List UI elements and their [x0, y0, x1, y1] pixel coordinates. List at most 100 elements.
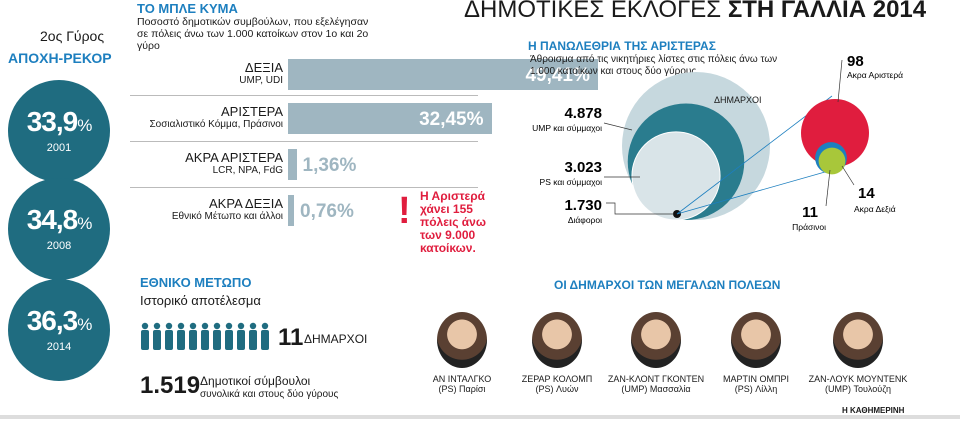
page-title: ΔΗΜΟΤΙΚΕΣ ΕΚΛΟΓΕΣ ΣΤΗ ΓΑΛΛΙΑ 2014	[464, 0, 926, 24]
bubble-label: UMP και σύμμαχοι	[532, 123, 602, 133]
mayors-count: 11	[278, 324, 304, 351]
mayor-party: (PS) Λυών	[535, 384, 579, 394]
person-icon	[261, 322, 269, 350]
turnout-circle-2008: 34,8% 2008	[8, 178, 110, 280]
mayors-group-label: ΔΗΜΑΡΧΟΙ	[714, 95, 762, 105]
wave-bar-category: ΑΡΙΣΤΕΡΑ	[221, 104, 283, 119]
person-icon	[177, 322, 185, 350]
wave-bar-label: ΑΚΡΑ ΑΡΙΣΤΕΡΑ LCR, NPA, FdG	[83, 150, 283, 176]
mayor-card: ΖΑΝ-ΚΛΟΝΤ ΓΚΟΝΤΕΝ (UMP) Μασσαλία	[601, 312, 711, 394]
turnout-circle-2001: 33,9% 2001	[8, 80, 110, 182]
source-label: Η ΚΑΘΗΜΕΡΙΝΗ	[842, 406, 905, 415]
person-icon	[201, 322, 209, 350]
wave-bar-category: ΑΚΡΑ ΔΕΞΙΑ	[209, 196, 283, 211]
people-icons	[141, 322, 269, 350]
cities-title: ΟΙ ΔΗΜΑΡΧΟΙ ΤΩΝ ΜΕΓΑΛΩΝ ΠΟΛΕΩΝ	[554, 278, 781, 292]
person-icon	[237, 322, 245, 350]
mayor-party: (PS) Λίλλη	[734, 384, 778, 394]
wave-description: Ποσοστό δημοτικών συμβούλων, που εξελέγη…	[137, 16, 369, 52]
turnout-value: 33,9	[26, 106, 78, 137]
turnout-circle-2014: 36,3% 2014	[8, 279, 110, 381]
mayor-name: ΑΝ ΙΝΤΑΛΓΚΟ	[432, 374, 492, 384]
person-icon	[213, 322, 221, 350]
wave-bar-row: ΑΚΡΑ ΑΡΙΣΤΕΡΑ LCR, NPA, FdG 1,36%	[130, 141, 478, 186]
wave-bar-label: ΑΡΙΣΤΕΡΑ Σοσιαλιστικό Κόμμα, Πράσινοι	[83, 104, 283, 130]
alert-text: Η Αριστερά χάνει 155 πόλεις άνω των 9.00…	[420, 189, 486, 255]
bubble-value: 1.730	[564, 197, 602, 214]
left-wing-description: Άθροισμα από τις νικητήριες λίστες στις …	[530, 54, 778, 77]
bubble-label: Διάφοροι	[568, 215, 602, 225]
bubble-label: Ακρα Αριστερά	[847, 70, 903, 80]
person-icon	[225, 322, 233, 350]
mayor-party: (UMP) Τουλούζη	[824, 384, 892, 394]
mayor-card: ΖΕΡΑΡ ΚΟΛΟΜΠ (PS) Λυών	[502, 312, 612, 394]
bubble-value: 98	[847, 53, 864, 70]
leader-line	[603, 122, 633, 131]
wave-bar-label: ΑΚΡΑ ΔΕΞΙΑ Εθνικό Μέτωπο και άλλοι	[83, 196, 283, 222]
wave-bar: 32,45%	[288, 103, 492, 134]
bubble	[818, 147, 846, 175]
councillors-count: 1.519	[140, 372, 201, 399]
wave-bar	[288, 149, 297, 180]
wave-title: ΤΟ ΜΠΛΕ ΚΥΜΑ	[137, 1, 238, 16]
bubble-value: 4.878	[564, 105, 602, 122]
national-front-title: ΕΘΝΙΚΟ ΜΕΤΩΠΟ	[140, 275, 252, 290]
turnout-unit: %	[77, 116, 92, 135]
councillors-subtitle: συνολικά και στους δύο γύρους	[200, 389, 339, 400]
mayor-photo	[631, 312, 681, 368]
mayor-photo	[833, 312, 883, 368]
mayor-name: ΖΑΝ-ΚΛΟΝΤ ΓΚΟΝΤΕΝ	[607, 374, 705, 384]
left-wing-title: Η ΠΑΝΩΛΕΘΡΙΑ ΤΗΣ ΑΡΙΣΤΕΡΑΣ	[528, 39, 716, 53]
wave-bar	[288, 195, 294, 226]
mayor-name: ΖΑΝ-ΛΟΥΚ ΜΟΥΝΤΕΝΚ	[808, 374, 908, 384]
mayor-card: ΑΝ ΙΝΤΑΛΓΚΟ (PS) Παρίσι	[407, 312, 517, 394]
wave-bar-label: ΔΕΞΙΑ UMP, UDI	[83, 60, 283, 86]
mayor-photo	[731, 312, 781, 368]
mayor-name: ΜΑΡΤΙΝ ΟΜΠΡΙ	[722, 374, 789, 384]
wave-bar-value: 49,41%	[525, 65, 590, 86]
bubble-value: 3.023	[564, 159, 602, 176]
wave-bar-category: ΔΕΞΙΑ	[244, 60, 283, 75]
mayors-label: ΔΗΜΑΡΧΟΙ	[304, 332, 368, 346]
leader-line	[825, 169, 831, 207]
mayor-card: ΜΑΡΤΙΝ ΟΜΠΡΙ (PS) Λίλλη	[701, 312, 811, 394]
person-icon	[249, 322, 257, 350]
turnout-title: 2ος Γύρος	[40, 28, 105, 44]
wave-bar-row: ΔΕΞΙΑ UMP, UDI 49,41%	[130, 52, 598, 96]
title-light: ΔΗΜΟΤΙΚΕΣ ΕΚΛΟΓΕΣ	[464, 0, 722, 23]
leader-line	[606, 202, 674, 215]
mayor-photo	[532, 312, 582, 368]
wave-bar-row: ΑΚΡΑ ΔΕΞΙΑ Εθνικό Μέτωπο και άλλοι 0,76%	[130, 187, 478, 232]
wave-bar: 49,41%	[288, 59, 598, 90]
wave-bar-sublabel: Εθνικό Μέτωπο και άλλοι	[171, 211, 283, 222]
mayor-party: (PS) Παρίσι	[438, 384, 486, 394]
mayor-photo	[437, 312, 487, 368]
turnout-value: 34,8	[26, 204, 78, 235]
turnout-year: 2008	[46, 240, 72, 252]
title-bold: ΣΤΗ ΓΑΛΛΙΑ 2014	[727, 0, 927, 23]
wave-divider	[130, 95, 478, 96]
bubble-label: PS και σύμμαχοι	[540, 177, 603, 187]
wave-bar-value: 1,36%	[302, 155, 357, 176]
footer-divider	[0, 415, 960, 419]
zoom-line	[676, 169, 833, 215]
turnout-value: 36,3	[26, 305, 78, 336]
person-icon	[141, 322, 149, 350]
mayor-card: ΖΑΝ-ΛΟΥΚ ΜΟΥΝΤΕΝΚ (UMP) Τουλούζη	[803, 312, 913, 394]
alert-icon: !	[398, 190, 411, 232]
wave-divider	[130, 141, 478, 142]
turnout-subtitle: ΑΠΟΧΗ-ΡΕΚΟΡ	[8, 50, 112, 66]
bubble-value: 14	[858, 185, 875, 202]
leader-line	[837, 59, 843, 103]
person-icon	[165, 322, 173, 350]
turnout-unit: %	[77, 315, 92, 334]
wave-bar-sublabel: UMP, UDI	[239, 75, 283, 86]
wave-bar-sublabel: LCR, NPA, FdG	[212, 165, 283, 176]
leader-line	[841, 165, 855, 186]
wave-bar-category: ΑΚΡΑ ΑΡΙΣΤΕΡΑ	[185, 150, 283, 165]
wave-bar-value: 0,76%	[300, 201, 354, 222]
bubble	[631, 131, 721, 221]
wave-divider	[130, 187, 478, 188]
national-front-subtitle: Ιστορικό αποτέλεσμα	[140, 293, 261, 308]
